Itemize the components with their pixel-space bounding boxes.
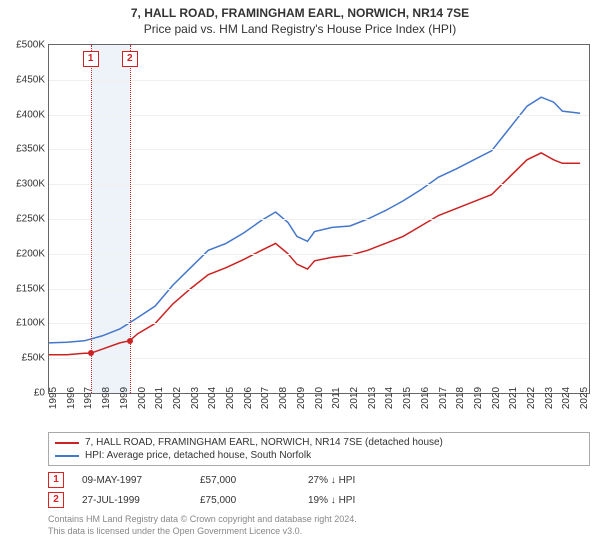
y-tick-label: £50K: [22, 353, 45, 364]
legend-item: 7, HALL ROAD, FRAMINGHAM EARL, NORWICH, …: [55, 436, 583, 449]
x-tick-label: 2021: [508, 387, 519, 409]
y-tick-label: £150K: [16, 283, 45, 294]
legend-swatch: [55, 455, 79, 457]
x-tick-label: 2008: [278, 387, 289, 409]
event-row: 2 27-JUL-1999 £75,000 19% ↓ HPI: [48, 490, 590, 510]
x-tick-label: 1996: [66, 387, 77, 409]
chart-subtitle: Price paid vs. HM Land Registry's House …: [0, 20, 600, 44]
y-tick-label: £0: [34, 388, 45, 399]
event-row: 1 09-MAY-1997 £57,000 27% ↓ HPI: [48, 470, 590, 490]
y-tick-label: £350K: [16, 144, 45, 155]
x-tick-label: 1995: [48, 387, 59, 409]
legend-swatch: [55, 442, 79, 444]
chart-plot-area: £0£50K£100K£150K£200K£250K£300K£350K£400…: [48, 44, 590, 394]
x-tick-label: 2022: [526, 387, 537, 409]
x-tick-label: 2004: [207, 387, 218, 409]
x-tick-label: 2016: [420, 387, 431, 409]
x-tick-label: 2005: [225, 387, 236, 409]
x-tick-label: 2010: [314, 387, 325, 409]
x-tick-label: 2002: [172, 387, 183, 409]
x-tick-label: 2006: [243, 387, 254, 409]
y-tick-label: £400K: [16, 109, 45, 120]
event-number-box: 2: [48, 492, 64, 508]
legend-label: 7, HALL ROAD, FRAMINGHAM EARL, NORWICH, …: [85, 437, 443, 448]
attribution-text: Contains HM Land Registry data © Crown c…: [48, 514, 590, 537]
x-tick-label: 2003: [190, 387, 201, 409]
y-tick-label: £200K: [16, 248, 45, 259]
attribution-line: Contains HM Land Registry data © Crown c…: [48, 514, 590, 526]
event-date: 27-JUL-1999: [82, 495, 182, 506]
x-tick-label: 2014: [384, 387, 395, 409]
x-tick-label: 2015: [402, 387, 413, 409]
x-tick-label: 2000: [137, 387, 148, 409]
legend-item: HPI: Average price, detached house, Sout…: [55, 449, 583, 462]
x-tick-label: 2020: [491, 387, 502, 409]
x-tick-label: 2019: [473, 387, 484, 409]
chart-title: 7, HALL ROAD, FRAMINGHAM EARL, NORWICH, …: [0, 0, 600, 20]
events-table: 1 09-MAY-1997 £57,000 27% ↓ HPI 2 27-JUL-1999…: [48, 470, 590, 510]
x-tick-label: 2023: [544, 387, 555, 409]
event-delta: 27% ↓ HPI: [308, 475, 398, 486]
legend-label: HPI: Average price, detached house, Sout…: [85, 450, 311, 461]
event-dot: [127, 338, 133, 344]
x-tick-label: 2011: [331, 387, 342, 409]
event-date: 09-MAY-1997: [82, 475, 182, 486]
y-tick-label: £500K: [16, 40, 45, 51]
x-tick-label: 2024: [561, 387, 572, 409]
legend-box: 7, HALL ROAD, FRAMINGHAM EARL, NORWICH, …: [48, 432, 590, 466]
series-line: [49, 97, 580, 343]
event-marker-box: 2: [122, 51, 138, 67]
x-tick-label: 2017: [438, 387, 449, 409]
x-tick-label: 1997: [83, 387, 94, 409]
x-tick-label: 2013: [367, 387, 378, 409]
x-axis-ticks: 1995199619971998199920002001200220032004…: [48, 394, 590, 424]
event-vline: [91, 45, 92, 393]
event-price: £57,000: [200, 475, 290, 486]
x-tick-label: 2009: [296, 387, 307, 409]
y-tick-label: £300K: [16, 179, 45, 190]
event-delta: 19% ↓ HPI: [308, 495, 398, 506]
x-tick-label: 2018: [455, 387, 466, 409]
event-price: £75,000: [200, 495, 290, 506]
x-tick-label: 2025: [579, 387, 590, 409]
y-tick-label: £250K: [16, 214, 45, 225]
y-tick-label: £450K: [16, 74, 45, 85]
x-tick-label: 2012: [349, 387, 360, 409]
x-tick-label: 1998: [101, 387, 112, 409]
x-tick-label: 2007: [260, 387, 271, 409]
x-tick-label: 1999: [119, 387, 130, 409]
attribution-line: This data is licensed under the Open Gov…: [48, 526, 590, 538]
event-marker-box: 1: [83, 51, 99, 67]
x-tick-label: 2001: [154, 387, 165, 409]
event-dot: [88, 350, 94, 356]
event-number-box: 1: [48, 472, 64, 488]
y-tick-label: £100K: [16, 318, 45, 329]
